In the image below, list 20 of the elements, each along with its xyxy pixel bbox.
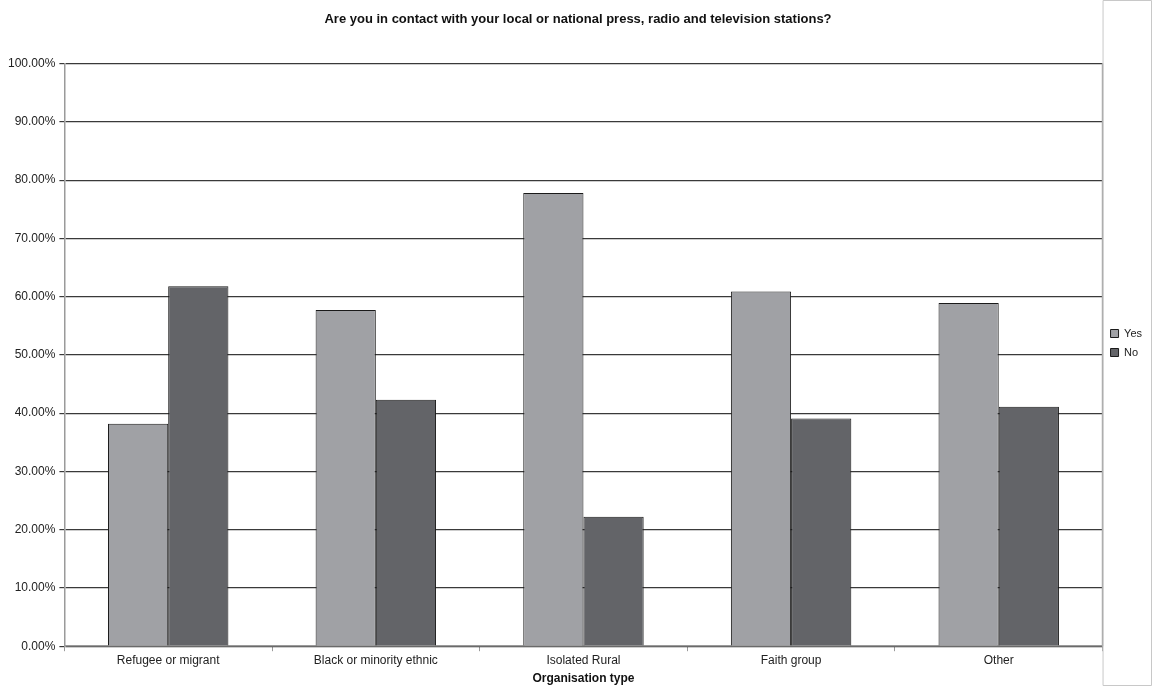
y-tick-label: 20.00%	[14, 521, 56, 536]
y-tick-label: 40.00%	[14, 405, 56, 420]
y-tick-label: 90.00%	[14, 114, 56, 129]
y-tick-label: 100.00%	[8, 55, 56, 70]
chart-title: Are you in contact with your local or national press, radio and television stations?	[324, 11, 832, 27]
legend-label: Yes	[1124, 326, 1143, 339]
y-tick-label: 70.00%	[14, 230, 56, 245]
y-tick-label: 50.00%	[14, 347, 56, 362]
x-tick-label: Black or minority ethnic	[313, 652, 438, 667]
x-tick-label: Isolated Rural	[546, 652, 621, 667]
y-tick-label: 80.00%	[14, 172, 56, 187]
legend-label: No	[1124, 345, 1139, 358]
x-tick-label: Refugee or migrant	[116, 652, 221, 667]
y-tick-label: 30.00%	[14, 463, 56, 478]
x-tick-label: Faith group	[760, 652, 822, 667]
y-tick-label: 10.00%	[14, 580, 56, 595]
y-tick-label: 60.00%	[14, 288, 56, 303]
y-tick-label: 0.00%	[21, 638, 56, 653]
x-axis-title: Organisation type	[532, 671, 635, 686]
x-tick-label: Other	[983, 652, 1014, 667]
